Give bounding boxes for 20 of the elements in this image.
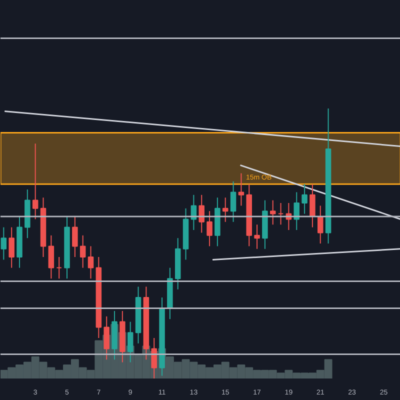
candlestick (56, 256, 62, 280)
candlestick (206, 210, 212, 247)
candlestick (72, 216, 78, 258)
candlestick (238, 172, 244, 206)
candlestick (88, 246, 94, 280)
candlestick (230, 180, 236, 222)
candlestick (222, 197, 228, 222)
candlestick (278, 202, 284, 226)
candlestick (32, 143, 38, 220)
candlestick (0, 226, 7, 260)
candlestick (151, 338, 157, 378)
candlestick (198, 194, 204, 234)
candlestick (302, 184, 308, 214)
candlestick (294, 192, 300, 230)
candlestick (8, 226, 14, 268)
candlestick (254, 224, 260, 250)
candlestick (48, 234, 54, 280)
candlestick (270, 200, 276, 226)
candlestick (80, 234, 86, 268)
candlestick (310, 184, 316, 228)
